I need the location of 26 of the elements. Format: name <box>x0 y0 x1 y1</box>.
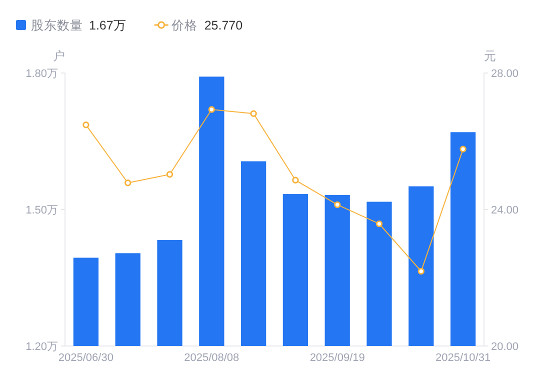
point <box>292 176 299 184</box>
point <box>418 268 424 275</box>
point <box>166 171 174 178</box>
y2-tick-label: 24.00 <box>491 204 519 216</box>
point <box>334 201 341 208</box>
y2-tick-label: 28.00 <box>491 68 519 80</box>
x-tick-label: 2025/09/19 <box>310 352 365 364</box>
legend-label: 股东数量 <box>31 18 83 32</box>
y-tick-label: 1.20万 <box>26 341 58 353</box>
text: 1.67万 <box>89 18 126 32</box>
y-tick-label: 1.50万 <box>26 204 58 216</box>
y2-tick-label: 20.00 <box>491 341 519 353</box>
legend-label: 价格 <box>170 18 198 32</box>
point <box>82 122 90 128</box>
point <box>250 110 257 117</box>
point <box>208 106 215 113</box>
y-axis-title: 户 <box>53 49 65 63</box>
y-tick-label: 1.80万 <box>26 68 58 80</box>
x-tick-label: 2025/10/31 <box>436 352 491 364</box>
text: 25.770 <box>204 18 243 32</box>
point <box>460 146 466 152</box>
point <box>376 220 383 228</box>
y2-axis-title: 元 <box>484 49 496 63</box>
x-tick-label: 2025/08/08 <box>184 352 240 364</box>
point <box>124 180 132 186</box>
x-tick-label: 2025/06/30 <box>58 352 114 364</box>
